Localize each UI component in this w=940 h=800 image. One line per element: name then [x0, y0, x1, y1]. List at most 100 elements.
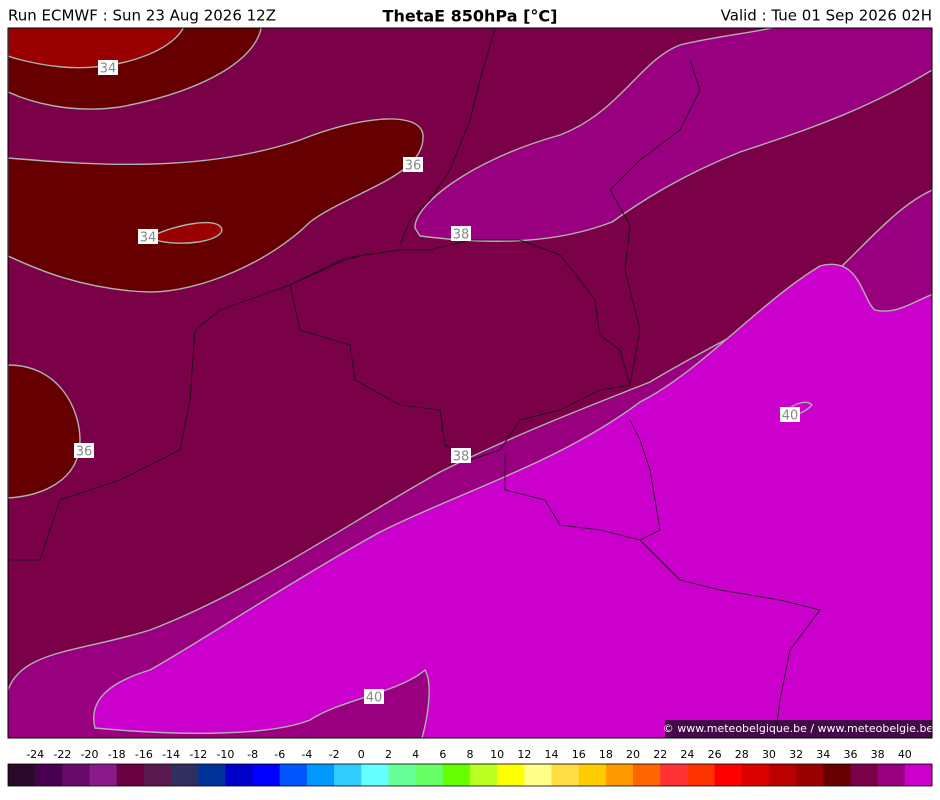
contour-label-box [98, 60, 118, 75]
colorbar-frame [7, 763, 933, 787]
colorbar-swatch [279, 764, 308, 786]
colorbar-swatch [35, 764, 63, 786]
coastline [399, 28, 496, 246]
colorbar-swatch [578, 764, 607, 786]
colorbar-swatch [143, 764, 172, 786]
colorbar-swatch [768, 764, 797, 786]
country-border [504, 419, 661, 541]
colorbar-swatch [605, 764, 634, 786]
colorbar-tick-label: 30 [762, 748, 776, 761]
credit: © www.meteobelgique.be / www.meteobelgie… [663, 722, 934, 735]
colorbar-swatch [850, 764, 879, 786]
colorbar-tick-label: -16 [135, 748, 153, 761]
colorbar-swatch [741, 764, 770, 786]
colorbar-swatch [524, 764, 553, 786]
run-info: Run ECMWF : Sun 23 Aug 2026 12Z [8, 7, 276, 25]
contour-label-box [451, 448, 471, 463]
colorbar-tick-label: 20 [626, 748, 640, 761]
colorbar-tick-label: 8 [467, 748, 474, 761]
colorbar-tick-label: -6 [274, 748, 285, 761]
colorbar-tick-label: 26 [708, 748, 722, 761]
colorbar: -24 -22 -20 -18 -16 -14 -12 -10 -8 -6 -4 -2 0 2 4 6 8 10 1… [7, 748, 933, 787]
colorbar-swatch [361, 764, 389, 786]
colorbar-swatch [62, 764, 91, 786]
colorbar-swatch [904, 764, 933, 786]
country-border [10, 284, 291, 561]
country-border [639, 539, 821, 738]
country-border [609, 59, 701, 386]
contour-region [154, 221, 223, 244]
colorbar-tick-label: 32 [789, 748, 803, 761]
colorbar-swatch [796, 764, 824, 786]
map-area: 34 36 34 36 38 38 40 40 © www.meteobelgique.be … [8, 28, 934, 738]
colorbar-tick-label: -22 [53, 748, 71, 761]
colorbar-tick-label: -18 [108, 748, 126, 761]
colorbar-tick-label: 38 [871, 748, 885, 761]
colorbar-swatch [633, 764, 661, 786]
colorbar-tick-label: -8 [247, 748, 258, 761]
contour-region [93, 263, 932, 738]
colorbar-tick-label: 28 [735, 748, 749, 761]
colorbar-swatch [116, 764, 145, 786]
contour-label-box [364, 689, 384, 704]
colorbar-tick-label: 2 [385, 748, 392, 761]
colorbar-tick-label: 16 [572, 748, 586, 761]
colorbar-tick-label: -12 [189, 748, 207, 761]
contour-region [8, 118, 424, 293]
colorbar-swatch [497, 764, 525, 786]
contour-label: 34 [140, 231, 157, 246]
colorbar-swatch [415, 764, 444, 786]
colorbar-tick-label: 10 [490, 748, 504, 761]
contour-label-box [74, 443, 94, 458]
credit-box [665, 720, 932, 738]
colorbar-tick-label: -14 [162, 748, 180, 761]
colorbar-swatch [225, 764, 254, 786]
coastline [289, 254, 366, 286]
contour-label-box [780, 407, 800, 422]
colorbar-swatch [198, 764, 226, 786]
colorbar-tick-label: 40 [898, 748, 912, 761]
colorbar-swatch [687, 764, 716, 786]
colorbar-tick-label: 14 [545, 748, 559, 761]
contour-label: 38 [453, 228, 470, 243]
colorbar-swatch [470, 764, 498, 786]
map-frame [7, 27, 933, 739]
colorbar-tick-label: 4 [412, 748, 419, 761]
colorbar-tick-label: 22 [653, 748, 667, 761]
contour-label: 36 [76, 445, 93, 460]
contour-region [8, 364, 81, 499]
contour-label: 36 [405, 159, 422, 174]
contour-label-box [138, 229, 158, 244]
colorbar-swatch [171, 764, 199, 786]
colorbar-tick-label: 6 [439, 748, 446, 761]
contour-label: 38 [453, 450, 470, 465]
colorbar-tick-label: 24 [680, 748, 694, 761]
colorbar-swatch [877, 764, 906, 786]
contour-label-box [451, 226, 471, 241]
colorbar-tick-label: -4 [301, 748, 312, 761]
colorbar-tick-label: -2 [329, 748, 340, 761]
colorbar-swatch [388, 764, 417, 786]
colorbar-swatch [252, 764, 281, 786]
colorbar-tick-label: 36 [843, 748, 857, 761]
colorbar-swatch [823, 764, 851, 786]
contour-label: 40 [782, 409, 799, 424]
colorbar-swatch [660, 764, 688, 786]
colorbar-tick-label: 18 [599, 748, 613, 761]
colorbar-swatch [551, 764, 580, 786]
contour-label: 40 [366, 691, 383, 706]
valid-time: Valid : Tue 01 Sep 2026 02H [721, 7, 932, 25]
colorbar-swatch [89, 764, 118, 786]
colorbar-tick-label: 34 [816, 748, 830, 761]
colorbar-tick-label: 12 [517, 748, 531, 761]
contour-label: 34 [100, 62, 117, 77]
colorbar-swatch [714, 764, 743, 786]
colorbar-tick-label: -20 [81, 748, 99, 761]
colorbar-tick-label: -10 [216, 748, 234, 761]
colorbar-tick-label: -24 [26, 748, 44, 761]
colorbar-swatch [306, 764, 335, 786]
colorbar-swatch [334, 764, 362, 786]
contour-region [8, 28, 184, 69]
